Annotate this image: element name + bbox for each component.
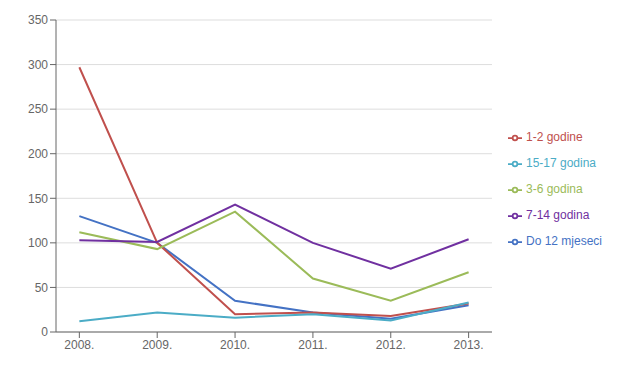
svg-text:2009.: 2009. bbox=[142, 338, 172, 352]
svg-text:2012.: 2012. bbox=[376, 338, 406, 352]
svg-text:2011.: 2011. bbox=[298, 338, 327, 352]
html-text:1-2 godine: 1-2 godine bbox=[526, 130, 583, 144]
svg-text:2010.: 2010. bbox=[220, 338, 250, 352]
svg-text:0: 0 bbox=[41, 325, 48, 339]
svg-text:2008.: 2008. bbox=[64, 338, 94, 352]
html-text:7-14 godina: 7-14 godina bbox=[526, 208, 590, 222]
svg-text:100: 100 bbox=[28, 236, 48, 250]
svg-text:300: 300 bbox=[28, 58, 48, 72]
html-text:15-17 godina: 15-17 godina bbox=[526, 156, 596, 170]
svg-text:250: 250 bbox=[28, 102, 48, 116]
svg-text:200: 200 bbox=[28, 147, 48, 161]
svg-text:2013.: 2013. bbox=[454, 338, 484, 352]
svg-text:50: 50 bbox=[35, 281, 49, 295]
html-text:3-6 godina: 3-6 godina bbox=[526, 182, 583, 196]
svg-text:150: 150 bbox=[28, 192, 48, 206]
html-text:Do 12 mjeseci: Do 12 mjeseci bbox=[526, 234, 602, 248]
svg-text:350: 350 bbox=[28, 13, 48, 27]
